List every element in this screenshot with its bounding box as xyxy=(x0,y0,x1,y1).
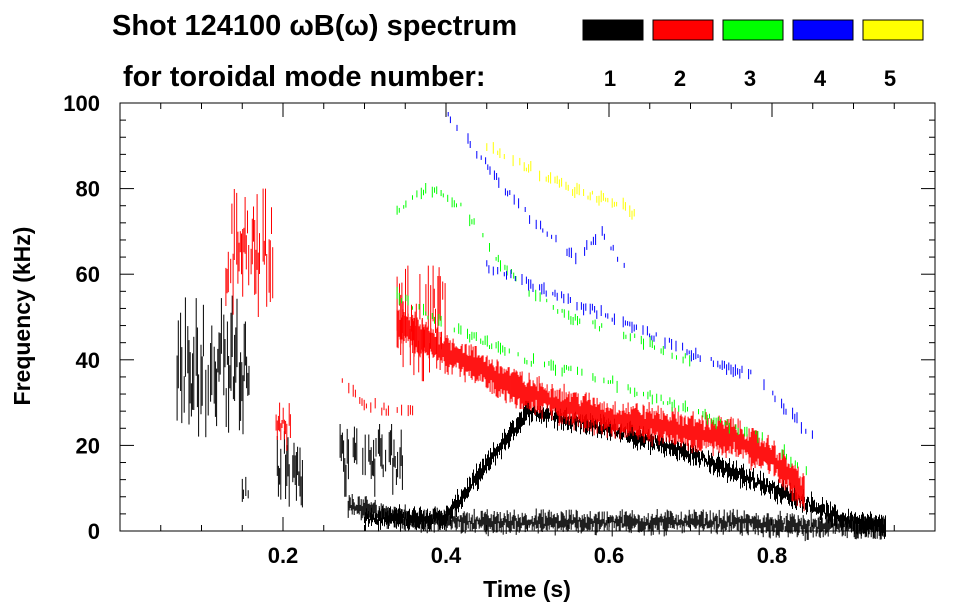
ridge-lower xyxy=(486,260,813,439)
blob xyxy=(176,295,250,438)
ridge-base xyxy=(347,494,886,542)
y-tick-label: 80 xyxy=(76,177,100,202)
ridge-main xyxy=(396,309,805,512)
x-tick-label: 0.8 xyxy=(757,543,788,568)
spectrogram-data xyxy=(176,108,886,542)
series-n4 xyxy=(445,108,813,439)
x-tick-label: 0.2 xyxy=(268,543,299,568)
chart-title-line2: for toroidal mode number: xyxy=(123,61,486,93)
legend-swatch xyxy=(582,19,644,41)
y-tick-label: 40 xyxy=(76,348,100,373)
series-n1 xyxy=(176,295,886,542)
y-tick-label: 20 xyxy=(76,433,100,458)
legend-label: 1 xyxy=(604,66,616,91)
x-tick-label: 0.4 xyxy=(431,543,462,568)
series-n3 xyxy=(396,183,807,476)
blob xyxy=(225,188,274,317)
series-n2 xyxy=(225,188,805,512)
blob xyxy=(275,402,291,451)
legend-swatch xyxy=(652,19,714,41)
y-tick-label: 100 xyxy=(63,91,100,116)
legend-label: 5 xyxy=(884,66,896,91)
mode-number-legend: 1 2 3 4 5 xyxy=(582,19,924,91)
plot-frame xyxy=(119,102,936,532)
chart-title-line1: Shot 124100 ωB(ω) spectrum xyxy=(112,10,517,42)
blob xyxy=(241,476,249,502)
series-n5 xyxy=(486,142,635,220)
ridge-upper xyxy=(486,142,635,220)
y-tick-label: 60 xyxy=(76,262,100,287)
blob xyxy=(276,431,303,508)
legend-label: 2 xyxy=(674,66,686,91)
ridge-upper xyxy=(445,108,625,268)
x-axis-label: Time (s) xyxy=(483,576,571,602)
legend-swatch xyxy=(862,19,924,41)
ridge-lower xyxy=(396,286,807,476)
ridge-upper xyxy=(396,183,691,367)
ridge-early xyxy=(341,378,414,417)
y-tick-label: 0 xyxy=(88,519,100,544)
legend-label: 4 xyxy=(814,66,827,91)
legend-swatch xyxy=(792,19,854,41)
y-axis-label: Frequency (kHz) xyxy=(9,227,35,406)
blob xyxy=(339,424,403,497)
x-tick-label: 0.6 xyxy=(594,543,625,568)
plot-axes: 0.2 0.4 0.6 0.8 0 20 40 60 80 100 xyxy=(63,91,936,568)
legend-label: 3 xyxy=(744,66,756,91)
legend-swatch xyxy=(722,19,784,41)
